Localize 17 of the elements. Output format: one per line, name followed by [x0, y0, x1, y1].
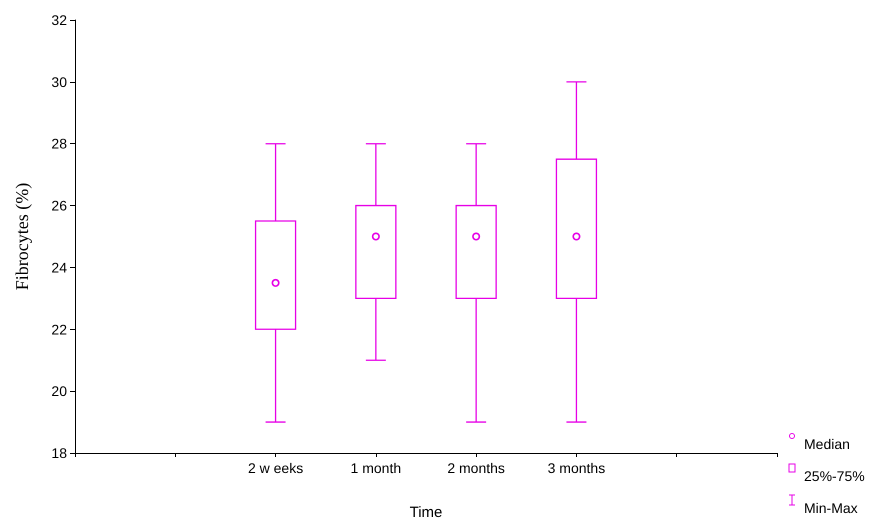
text: Min-Max — [804, 500, 858, 516]
y-tick-label: 26 — [51, 198, 68, 214]
y-tick-label: 30 — [51, 74, 68, 90]
y-tick-label: 20 — [51, 383, 68, 400]
x-tick-label: 2 w eeks — [248, 460, 304, 476]
y-axis-title: Fibrocytes (%) — [12, 182, 32, 290]
y-tick-label: 28 — [51, 136, 68, 152]
x-axis-title: Time — [410, 504, 442, 520]
x-tick-label: 3 months — [548, 460, 606, 476]
y-tick-label: 22 — [51, 321, 68, 338]
x-tick-label: 2 months — [447, 460, 505, 476]
y-tick-label: 24 — [51, 259, 68, 276]
y-tick-label: 32 — [51, 12, 68, 28]
text: 25%-75% — [804, 468, 865, 484]
text: Median — [804, 436, 850, 452]
y-tick-label: 18 — [51, 445, 68, 461]
x-tick-label: 1 month — [350, 460, 402, 476]
